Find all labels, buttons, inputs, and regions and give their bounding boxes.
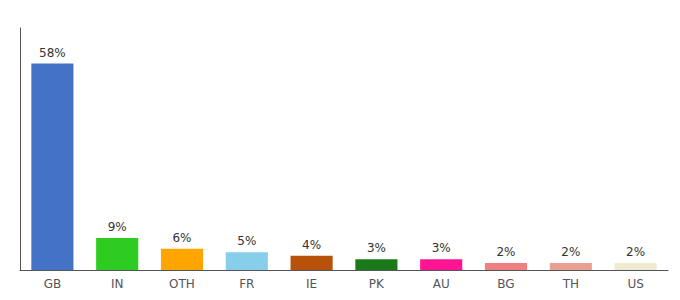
svg-text:5%: 5% [237, 234, 256, 248]
svg-text:OTH: OTH [169, 277, 195, 291]
svg-text:PK: PK [369, 277, 385, 291]
svg-text:6%: 6% [172, 231, 191, 245]
svg-text:2%: 2% [496, 245, 515, 259]
svg-text:3%: 3% [432, 241, 451, 255]
svg-text:GB: GB [44, 277, 62, 291]
svg-text:IE: IE [306, 277, 317, 291]
svg-text:FR: FR [239, 277, 254, 291]
svg-text:IN: IN [111, 277, 124, 291]
svg-text:US: US [627, 277, 643, 291]
svg-text:58%: 58% [39, 46, 66, 60]
svg-text:3%: 3% [367, 241, 386, 255]
svg-text:BG: BG [497, 277, 514, 291]
svg-text:TH: TH [562, 277, 579, 291]
svg-text:AU: AU [433, 277, 450, 291]
svg-text:9%: 9% [108, 220, 127, 234]
svg-text:2%: 2% [626, 245, 645, 259]
svg-text:2%: 2% [561, 245, 580, 259]
svg-text:4%: 4% [302, 238, 321, 252]
